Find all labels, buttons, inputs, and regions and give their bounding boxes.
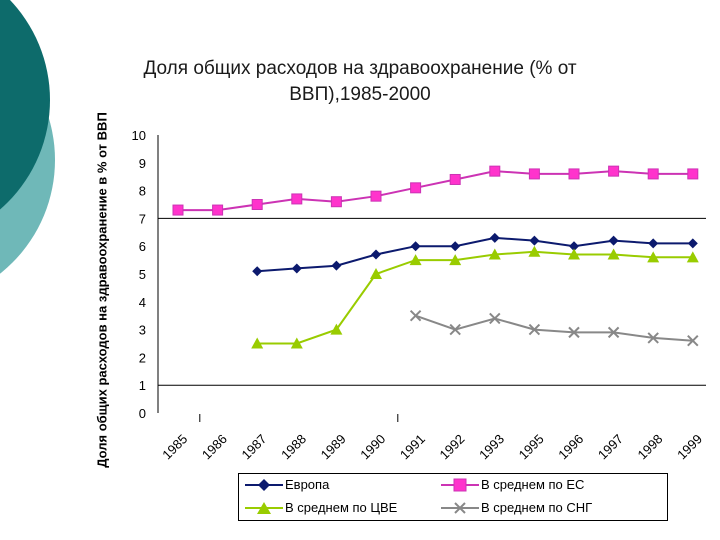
data-point-x bbox=[449, 323, 461, 336]
data-point-square bbox=[291, 193, 303, 205]
x-tick-label: 1988 bbox=[278, 431, 309, 462]
data-point-square bbox=[489, 165, 501, 177]
legend-label-cis: В среднем по СНГ bbox=[481, 500, 593, 515]
data-point-square bbox=[370, 190, 382, 202]
y-tick-label: 5 bbox=[139, 267, 146, 282]
data-point-square bbox=[568, 168, 580, 180]
y-tick-label: 1 bbox=[139, 378, 146, 393]
data-point-diamond bbox=[252, 266, 263, 277]
series-line-3 bbox=[415, 314, 693, 342]
data-point-triangle bbox=[251, 337, 264, 349]
x-tick-label: 1999 bbox=[674, 431, 705, 462]
data-point-x bbox=[489, 312, 501, 325]
data-point-square bbox=[647, 168, 659, 180]
legend-item-cee: В среднем по ЦВЕ bbox=[239, 498, 449, 518]
legend-marker-diamond bbox=[245, 479, 283, 491]
legend: Европа В среднем по ЕС В среднем по ЦВЕ … bbox=[238, 473, 668, 521]
data-point-square bbox=[410, 182, 422, 194]
data-point-triangle bbox=[528, 245, 541, 257]
data-point-triangle bbox=[370, 268, 382, 279]
x-tick-label: 1992 bbox=[436, 431, 467, 462]
data-point-diamond bbox=[648, 238, 659, 249]
x-tick-label: 1996 bbox=[555, 431, 586, 462]
data-point-square bbox=[330, 196, 342, 208]
x-tick-label: 1985 bbox=[159, 431, 190, 462]
data-point-diamond bbox=[489, 232, 500, 243]
data-point-square bbox=[528, 168, 540, 180]
x-tick-label: 1993 bbox=[476, 431, 507, 462]
data-point-triangle bbox=[568, 248, 580, 260]
y-tick-label: 8 bbox=[139, 184, 146, 199]
series-line-0 bbox=[257, 236, 693, 273]
data-point-square bbox=[172, 204, 184, 216]
data-point-diamond bbox=[569, 241, 579, 252]
data-point-x bbox=[568, 326, 580, 339]
data-point-square bbox=[687, 168, 699, 180]
y-tick-label: 0 bbox=[139, 406, 146, 421]
data-point-triangle bbox=[607, 248, 620, 260]
chart-title: Доля общих расходов на здравоохранение (… bbox=[143, 58, 577, 105]
data-point-triangle bbox=[647, 251, 660, 263]
data-point-triangle bbox=[449, 254, 462, 266]
x-tick-label: 1987 bbox=[238, 431, 269, 462]
x-tick-label: 1991 bbox=[397, 431, 428, 462]
decorative-circle-shape bbox=[0, 0, 120, 300]
legend-item-europe: Европа bbox=[239, 475, 449, 495]
x-tick-label: 1995 bbox=[516, 431, 547, 462]
data-point-triangle bbox=[290, 337, 303, 349]
data-point-triangle bbox=[488, 248, 501, 260]
x-tick-label: 1989 bbox=[318, 431, 349, 462]
y-tick-label: 3 bbox=[139, 323, 146, 338]
data-point-x bbox=[528, 323, 541, 336]
y-tick-label: 6 bbox=[139, 239, 146, 254]
y-tick-label: 4 bbox=[139, 295, 146, 310]
legend-marker-triangle bbox=[245, 502, 283, 514]
series-line-2 bbox=[257, 250, 693, 345]
y-tick-label: 7 bbox=[139, 211, 146, 226]
data-point-diamond bbox=[410, 241, 421, 252]
y-tick-label: 10 bbox=[132, 128, 146, 143]
data-point-x bbox=[687, 335, 699, 347]
data-point-diamond bbox=[529, 235, 540, 246]
x-tick-label: 1986 bbox=[199, 431, 230, 462]
data-point-square bbox=[251, 199, 263, 210]
legend-item-cis: В среднем по СНГ bbox=[435, 498, 665, 518]
axes: 0 1 2 3 4 5 6 7 8 9 10 1985 1986 1987 1988 1989 1990 1991… bbox=[132, 128, 706, 462]
data-point-triangle bbox=[330, 323, 343, 335]
data-point-square bbox=[449, 173, 461, 185]
legend-marker-x bbox=[441, 502, 479, 514]
x-tick-label: 1990 bbox=[357, 431, 388, 462]
legend-label-europe: Европа bbox=[285, 477, 330, 492]
data-point-diamond bbox=[450, 241, 461, 252]
legend-item-eu: В среднем по ЕС bbox=[435, 475, 665, 495]
data-point-diamond bbox=[608, 235, 619, 246]
x-tick-label: 1997 bbox=[595, 431, 626, 462]
data-point-diamond bbox=[371, 249, 381, 260]
legend-label-eu: В среднем по ЕС bbox=[481, 477, 585, 492]
data-point-diamond bbox=[687, 238, 698, 249]
y-tick-label: 9 bbox=[139, 156, 146, 171]
data-point-triangle bbox=[686, 251, 699, 263]
series-layer bbox=[172, 165, 699, 349]
legend-label-cee: В среднем по ЦВЕ bbox=[285, 500, 398, 515]
x-tick-label: 1998 bbox=[634, 431, 665, 462]
data-point-diamond bbox=[331, 260, 342, 271]
series-line-1 bbox=[178, 170, 693, 212]
grid-lines bbox=[158, 217, 706, 386]
data-point-square bbox=[608, 165, 620, 177]
legend-marker-square bbox=[441, 478, 479, 492]
data-point-x bbox=[607, 326, 620, 339]
data-point-diamond bbox=[291, 263, 302, 274]
data-point-triangle bbox=[409, 254, 422, 266]
line-chart: 0 1 2 3 4 5 6 7 8 9 10 1985 1986 1987 1988 1989 1990 1991… bbox=[132, 128, 706, 462]
data-point-x bbox=[647, 332, 659, 344]
data-point-x bbox=[409, 309, 422, 322]
data-point-square bbox=[212, 204, 224, 216]
y-tick-label: 2 bbox=[139, 350, 146, 365]
